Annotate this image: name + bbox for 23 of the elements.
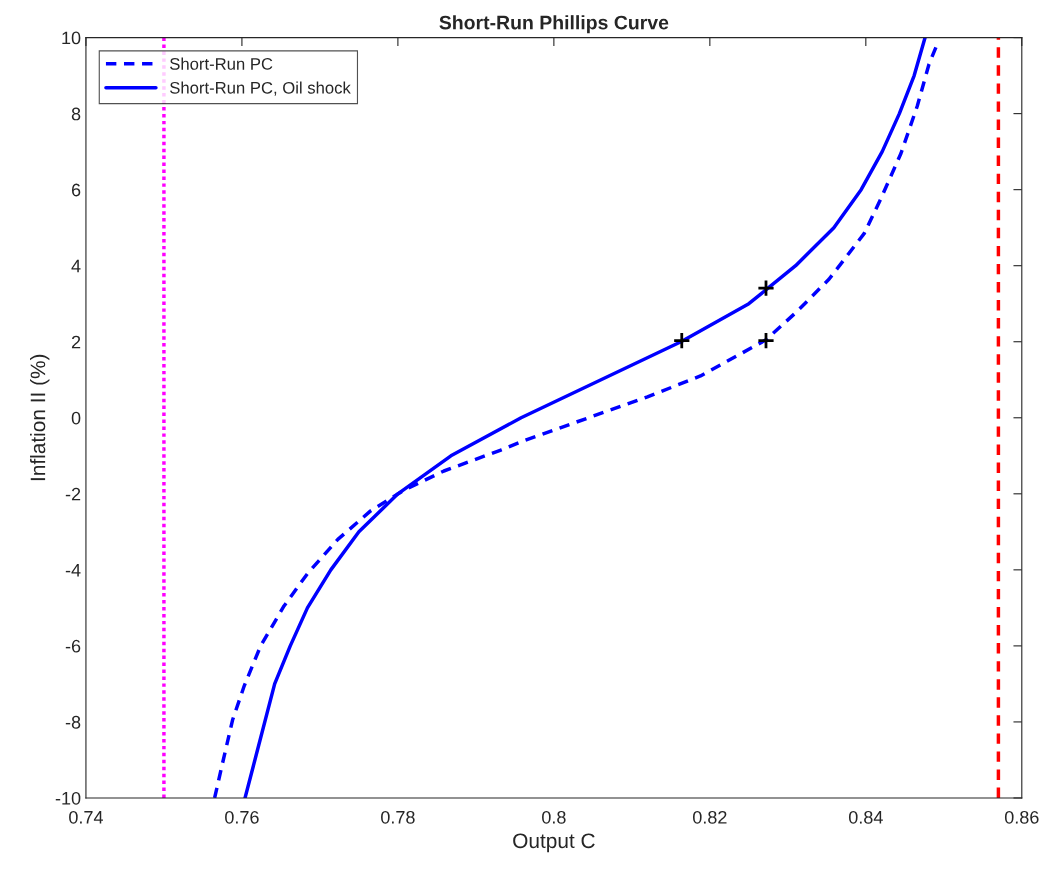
y-tick-label: -2 — [65, 487, 81, 501]
legend-label: Short-Run PC, Oil shock — [170, 81, 351, 96]
y-tick-label: 4 — [71, 259, 81, 273]
y-axis-title: Inflation II (%) — [30, 354, 50, 481]
x-tick-label: 0.8 — [542, 810, 566, 824]
x-tick-label: 0.86 — [1004, 810, 1039, 824]
y-tick-label: -8 — [65, 715, 81, 729]
y-tick-label: -10 — [55, 791, 81, 805]
x-tick-label: 0.76 — [225, 810, 259, 824]
x-tick-label: 0.74 — [69, 810, 103, 824]
x-axis-title: Output C — [513, 833, 595, 853]
y-tick-label: 2 — [71, 335, 81, 349]
y-tick-label: 8 — [71, 107, 81, 121]
x-tick-label: 0.78 — [381, 810, 415, 824]
y-tick-label: -6 — [65, 639, 81, 653]
x-tick-label: 0.82 — [692, 810, 727, 824]
chart-title: Short-Run Phillips Curve — [439, 15, 669, 34]
y-tick-label: -4 — [65, 563, 81, 577]
y-tick-label: 0 — [71, 411, 81, 425]
y-tick-label: 6 — [71, 183, 81, 197]
y-tick-label: 10 — [62, 31, 81, 45]
x-tick-label: 0.84 — [848, 810, 883, 824]
legend-label: Short-Run PC — [170, 57, 273, 70]
